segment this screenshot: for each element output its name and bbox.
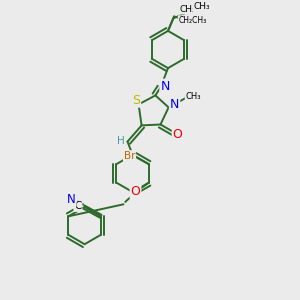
Text: S: S — [132, 94, 140, 107]
Text: C: C — [74, 201, 82, 211]
Text: CH₂CH₃: CH₂CH₃ — [178, 16, 207, 25]
Text: H: H — [117, 136, 125, 146]
Text: N: N — [67, 193, 76, 206]
Text: CH₃: CH₃ — [185, 92, 201, 101]
Text: N: N — [170, 98, 179, 112]
Text: O: O — [173, 128, 182, 141]
Text: O: O — [130, 185, 140, 198]
Text: CH₃: CH₃ — [193, 2, 210, 11]
Text: Br: Br — [124, 151, 135, 161]
Text: N: N — [160, 80, 170, 93]
Text: CH₂: CH₂ — [179, 5, 196, 14]
